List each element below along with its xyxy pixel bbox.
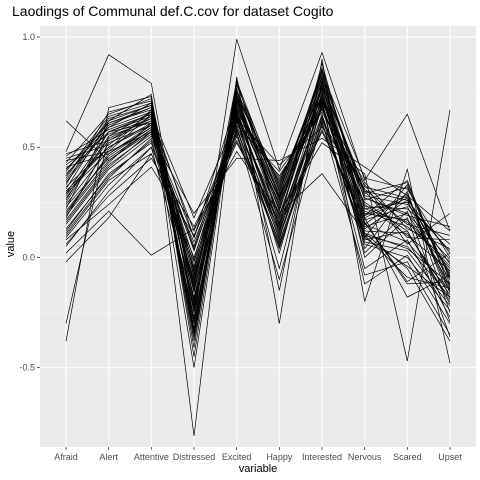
x-tick-label: Alert xyxy=(99,452,118,462)
series-line-38 xyxy=(65,97,451,296)
series-lines xyxy=(65,39,451,437)
series-line-44 xyxy=(65,95,451,304)
series-line-49 xyxy=(65,102,451,285)
series-line-34 xyxy=(65,73,451,329)
y-axis-title: value xyxy=(5,231,17,257)
x-tick-label: Happy xyxy=(266,452,293,462)
x-tick-label: Upset xyxy=(438,452,462,462)
x-tick-label: Attentive xyxy=(134,452,169,462)
series-line-48 xyxy=(65,82,451,309)
x-tick-label: Afraid xyxy=(54,452,78,462)
series-line-15 xyxy=(65,81,451,368)
series-line-25 xyxy=(65,119,451,335)
x-axis: Afraid Alert Attentive Distressed Excited Hap… xyxy=(54,447,462,462)
series-line-33 xyxy=(65,99,451,284)
y-axis: -0.5 0.0 0.5 1.0 xyxy=(19,32,40,373)
series-line-41 xyxy=(65,69,451,337)
plot-panel xyxy=(40,26,476,447)
series-line-3 xyxy=(65,109,451,362)
x-tick-label: Nervous xyxy=(348,452,382,462)
series-line-12 xyxy=(65,135,451,232)
y-tick-label: 0.5 xyxy=(22,142,35,152)
chart-title: Laodings of Communal def.C.cov for datas… xyxy=(12,3,334,19)
x-tick-label: Excited xyxy=(222,452,252,462)
y-tick-label: 0.0 xyxy=(22,252,35,262)
y-tick-label: -0.5 xyxy=(19,363,35,373)
series-line-10 xyxy=(65,100,451,324)
series-line-42 xyxy=(65,104,451,291)
gridlines xyxy=(40,26,476,447)
x-axis-title: variable xyxy=(239,463,278,475)
x-tick-label: Distressed xyxy=(173,452,216,462)
x-tick-label: Interested xyxy=(302,452,342,462)
series-line-47 xyxy=(65,117,451,298)
series-line-40 xyxy=(65,128,451,285)
x-tick-label: Scared xyxy=(393,452,422,462)
y-tick-label: 1.0 xyxy=(22,32,35,42)
series-line-1 xyxy=(65,39,451,320)
series-line-50 xyxy=(65,75,451,333)
